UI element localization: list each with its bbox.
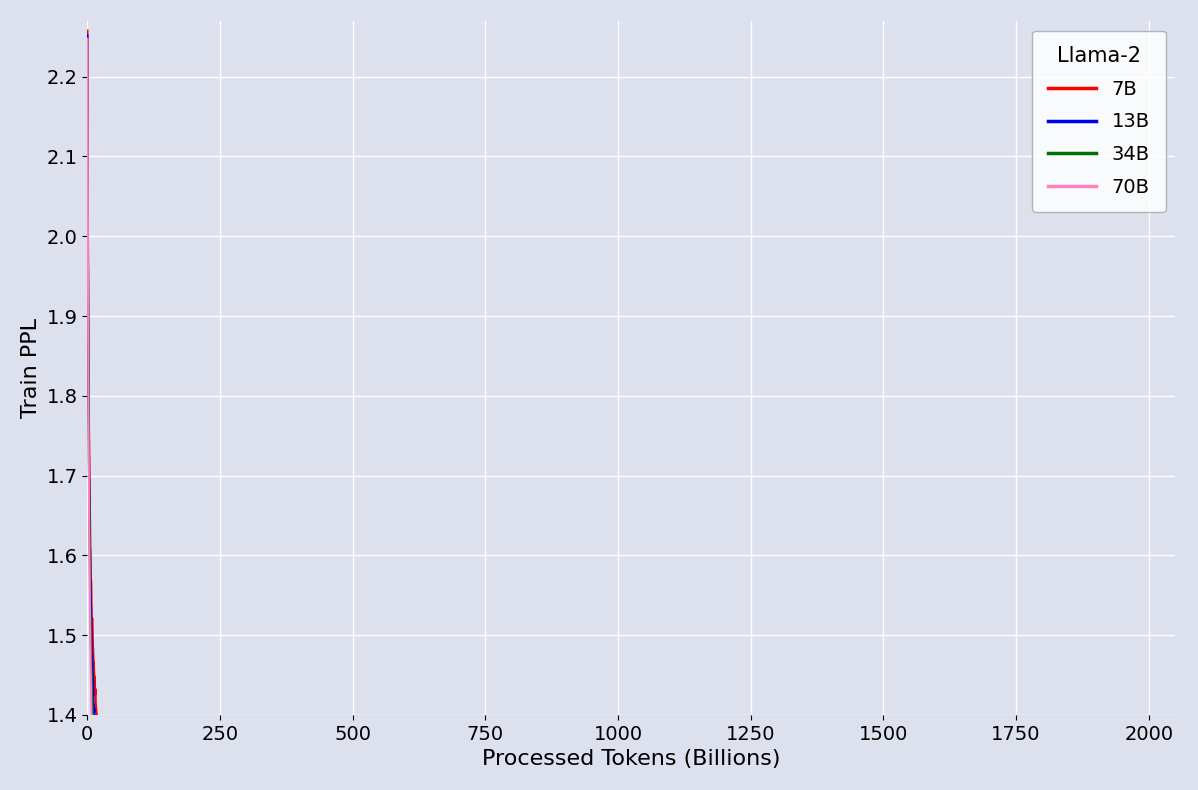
Line: 70B: 70B	[87, 39, 1149, 790]
Line: 7B: 7B	[87, 31, 1149, 790]
Legend: 7B, 13B, 34B, 70B: 7B, 13B, 34B, 70B	[1033, 31, 1166, 212]
13B	[80, 31, 95, 40]
Line: 34B: 34B	[87, 40, 1149, 790]
34B	[80, 36, 95, 45]
X-axis label: Processed Tokens (Billions): Processed Tokens (Billions)	[482, 749, 780, 769]
70B	[80, 34, 95, 43]
7B	[80, 26, 95, 36]
Line: 13B: 13B	[87, 36, 1149, 790]
Y-axis label: Train PPL: Train PPL	[20, 318, 41, 418]
